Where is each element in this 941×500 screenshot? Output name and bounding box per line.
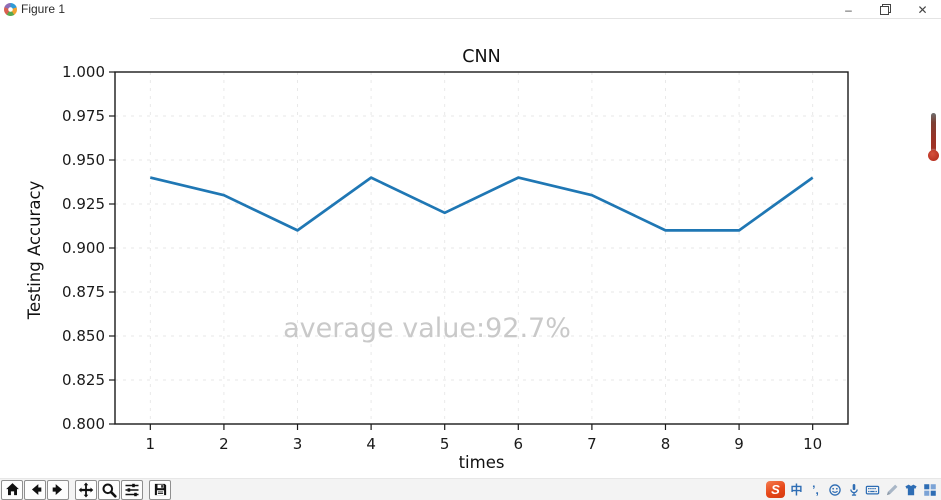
emoji-icon xyxy=(828,483,841,496)
y-axis-label: Testing Accuracy xyxy=(25,180,44,320)
y-tick-label: 0.975 xyxy=(62,107,105,125)
y-tick-label: 0.950 xyxy=(62,151,105,169)
chart-title: CNN xyxy=(462,47,500,67)
punctuation-toggle[interactable]: ’, xyxy=(812,482,819,497)
figure-canvas: average value:92.7% 1 2 3 4 5 6 7 8 9 10 1.000 0.975… xyxy=(25,47,849,472)
window-top-edge xyxy=(150,18,941,19)
microphone-icon xyxy=(849,483,858,496)
configure-subplots-button[interactable] xyxy=(121,479,143,500)
thermometer-icon xyxy=(926,110,941,162)
x-tick-label: 2 xyxy=(219,435,229,453)
home-icon xyxy=(5,483,19,496)
pan-icon xyxy=(78,482,94,497)
subplots-icon xyxy=(125,483,139,496)
y-tick-label: 0.900 xyxy=(62,239,105,257)
matplotlib-toolbar xyxy=(0,479,172,500)
x-tick-label: 8 xyxy=(661,435,671,453)
window-controls: – ✕ xyxy=(830,0,941,19)
restore-button[interactable] xyxy=(867,0,904,19)
handwriting-input[interactable] xyxy=(884,482,899,498)
matplotlib-logo-icon xyxy=(4,3,17,16)
y-tick-label: 0.800 xyxy=(62,415,105,433)
x-tick-label: 7 xyxy=(587,435,597,453)
window-titlebar: Figure 1 – ✕ xyxy=(0,0,941,19)
toolbox-grid-icon xyxy=(923,483,936,496)
status-bar: S 中 ’, xyxy=(0,478,941,500)
y-tick-label: 1.000 xyxy=(62,63,105,81)
voice-input[interactable] xyxy=(846,482,861,498)
window-title: Figure 1 xyxy=(21,2,66,16)
close-button[interactable]: ✕ xyxy=(917,2,928,17)
sogou-input-logo[interactable]: S xyxy=(766,481,785,498)
chinese-mode-toggle[interactable]: 中 xyxy=(790,482,803,497)
keyboard-icon xyxy=(865,485,880,494)
home-button[interactable] xyxy=(1,479,23,500)
forward-button[interactable] xyxy=(47,479,69,500)
thermometer-stem xyxy=(931,113,936,155)
x-tick-label: 10 xyxy=(803,435,822,453)
shirt-icon xyxy=(904,484,917,495)
y-tick-label: 0.825 xyxy=(62,371,105,389)
zoom-icon xyxy=(102,483,117,498)
back-icon xyxy=(31,484,41,495)
y-tick-label: 0.875 xyxy=(62,283,105,301)
x-tick-label: 9 xyxy=(734,435,744,453)
x-tick-label: 3 xyxy=(293,435,303,453)
y-tick-label: 0.850 xyxy=(62,327,105,345)
save-icon xyxy=(154,483,166,496)
save-button[interactable] xyxy=(149,479,171,500)
x-axis-label: times xyxy=(459,453,505,472)
x-tick-label: 4 xyxy=(366,435,376,453)
thermometer-bulb xyxy=(928,150,939,161)
emoji-picker[interactable] xyxy=(827,482,842,498)
x-tick-label: 1 xyxy=(146,435,156,453)
soft-keyboard[interactable] xyxy=(865,482,880,498)
axes-spines xyxy=(114,71,849,425)
zoom-button[interactable] xyxy=(98,479,120,500)
restore-icon xyxy=(880,4,891,15)
pan-button[interactable] xyxy=(75,479,97,500)
back-button[interactable] xyxy=(24,479,46,500)
accuracy-line xyxy=(149,176,814,232)
x-tick-label: 6 xyxy=(514,435,524,453)
y-tick-label: 0.925 xyxy=(62,195,105,213)
forward-icon xyxy=(52,484,62,495)
minimize-button[interactable]: – xyxy=(845,2,852,17)
skin-settings[interactable] xyxy=(903,482,918,498)
average-value-annotation: average value:92.7% xyxy=(283,313,571,344)
handwriting-icon xyxy=(886,484,897,495)
x-tick-label: 5 xyxy=(440,435,450,453)
toolbox[interactable] xyxy=(922,482,937,498)
input-method-taskbar: S 中 ’, xyxy=(766,479,941,500)
